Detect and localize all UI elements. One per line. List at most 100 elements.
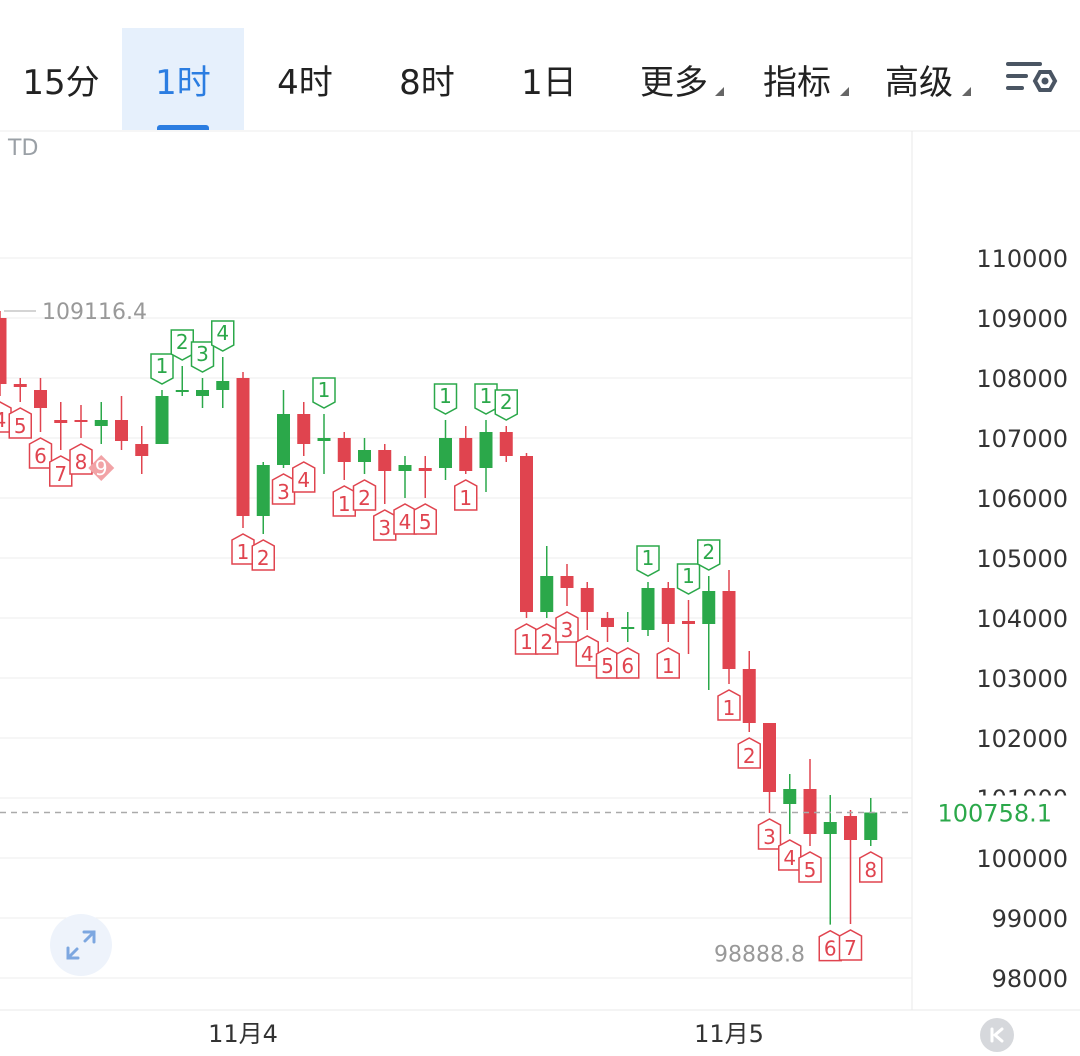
td-marker — [190, 341, 215, 373]
candle-body — [337, 438, 351, 462]
candle-body — [236, 378, 250, 516]
y-tick-label: 107000 — [976, 425, 1068, 453]
tab-label: 4时 — [277, 62, 333, 103]
expand-icon — [66, 930, 96, 960]
td-marker — [332, 485, 356, 517]
td-marker — [231, 533, 255, 565]
tab-indicators[interactable]: 指标 — [736, 28, 858, 130]
td-marker — [251, 539, 275, 571]
td-count-label: 4 — [581, 642, 594, 666]
fullscreen-button[interactable] — [50, 914, 112, 976]
candle-body — [641, 588, 655, 630]
candle-body — [277, 414, 290, 465]
td-count-label: 2 — [743, 744, 756, 768]
td-count-label: 3 — [378, 516, 391, 540]
candle-body — [844, 816, 857, 840]
y-tick-label: 109000 — [976, 305, 1068, 333]
tab-label: 1日 — [521, 62, 577, 103]
td-count-label: 3 — [763, 825, 776, 849]
chart-settings-icon[interactable] — [1002, 58, 1060, 102]
candle-body — [823, 822, 837, 834]
x-tick-label: 11月5 — [694, 1020, 764, 1048]
candle-body — [175, 390, 189, 392]
candle-body — [864, 812, 878, 840]
td-count-label: 2 — [702, 540, 715, 564]
td-count-label: 4 — [399, 510, 412, 534]
tab-label: 指标 — [763, 62, 831, 103]
candle-body — [34, 390, 47, 408]
td-count-label: 1 — [642, 546, 655, 570]
td-count-label: 4 — [0, 408, 6, 432]
td-count-label: 2 — [176, 330, 189, 354]
candle-body — [94, 420, 108, 426]
td-marker — [575, 635, 599, 667]
y-tick-label: 105000 — [976, 545, 1068, 573]
candle-body — [135, 444, 149, 456]
y-tick-label: 99000 — [992, 905, 1068, 933]
td-marker — [838, 929, 863, 961]
candle-body — [54, 420, 68, 423]
candle-body — [418, 468, 432, 471]
td-marker — [636, 545, 660, 577]
td-count-label: 5 — [601, 654, 614, 678]
candle-body — [742, 669, 756, 723]
td-marker — [150, 353, 174, 385]
td-marker — [697, 539, 721, 571]
tab-1d[interactable]: 1日 — [488, 28, 610, 130]
tab-1h[interactable]: 1时 — [122, 28, 244, 130]
candle-body — [155, 396, 169, 444]
td-marker — [433, 383, 458, 415]
td-count-label: 8 — [864, 858, 877, 882]
candle-body — [115, 420, 128, 441]
candle-body — [580, 588, 594, 612]
td-marker — [170, 329, 194, 361]
tab-15min[interactable]: 15分 — [0, 28, 122, 130]
td-marker — [28, 437, 53, 469]
td-count-label: 6 — [34, 444, 47, 468]
td-marker — [211, 320, 235, 352]
td-marker — [778, 839, 802, 871]
indicator-label: TD — [8, 136, 39, 161]
td-count-label: 1 — [338, 492, 351, 516]
td-marker — [8, 407, 32, 439]
td-count-label: 5 — [14, 414, 27, 438]
td-marker — [798, 851, 822, 883]
candle-body — [479, 432, 493, 468]
td-count-label: 4 — [783, 846, 796, 870]
td-count-label: 8 — [75, 450, 88, 474]
td-marker — [737, 737, 761, 769]
active-tab-indicator — [157, 125, 209, 130]
td-count-label: 6 — [824, 937, 837, 961]
y-tick-label: 103000 — [976, 665, 1068, 693]
y-tick-label: 104000 — [976, 605, 1068, 633]
current-price-tag — [914, 795, 1080, 830]
candle-body — [196, 390, 209, 396]
tab-8h[interactable]: 8时 — [366, 28, 488, 130]
tab-4h[interactable]: 4时 — [244, 28, 366, 130]
td-marker — [616, 647, 640, 679]
td-count-label: 1 — [439, 384, 452, 408]
td-marker — [88, 455, 115, 481]
candle-body — [317, 438, 331, 441]
td-count-label: 6 — [621, 654, 634, 678]
td-marker — [555, 611, 579, 643]
td-count-label: 5 — [419, 510, 432, 534]
td-marker — [49, 455, 73, 487]
scroll-to-latest-button[interactable] — [980, 1018, 1014, 1052]
candle-body — [520, 456, 533, 612]
x-tick-label: 11月4 — [208, 1020, 278, 1048]
candle-body — [459, 438, 473, 471]
td-marker — [352, 479, 377, 511]
chevron-right-icon — [990, 1027, 1004, 1043]
candle-body — [682, 621, 695, 624]
td-marker — [0, 401, 12, 433]
tab-more[interactable]: 更多 — [612, 28, 736, 130]
high-price-label: 109116.4 — [42, 300, 147, 325]
candle-body — [540, 576, 554, 612]
low-price-label: 98888.8 — [714, 943, 805, 968]
candle-body — [256, 465, 270, 516]
tab-advanced[interactable]: 高级 — [858, 28, 980, 130]
td-count-label: 1 — [662, 654, 675, 678]
td-marker — [413, 503, 437, 535]
